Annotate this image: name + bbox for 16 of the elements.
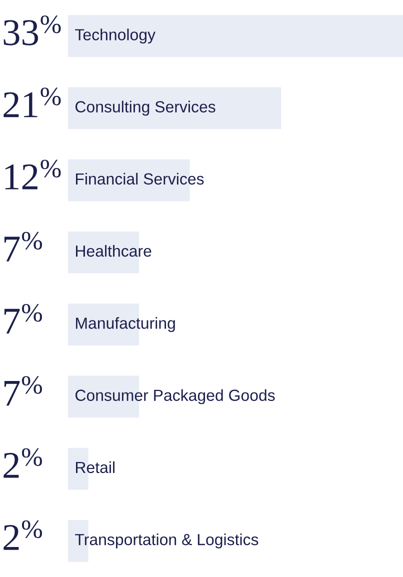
y-tick-label: Healthcare bbox=[76, 244, 152, 257]
y-tick-label: Technology bbox=[75, 28, 156, 44]
y-tick-label: Financial Services bbox=[76, 172, 204, 185]
y-tick-label: Consulting Services bbox=[76, 100, 216, 116]
data-label: 33$^{%}$ bbox=[4, 15, 61, 46]
y-tick-label: Manufacturing bbox=[76, 317, 175, 332]
data-label: 7$^{%}$ bbox=[4, 304, 42, 334]
y-tick-label: Transportation & Logistics bbox=[75, 533, 258, 548]
y-tick-label: Consumer Packaged Goods bbox=[76, 389, 275, 404]
data-label: 21$^{%}$ bbox=[4, 88, 61, 118]
data-label: 7$^{%}$ bbox=[4, 376, 42, 406]
data-label: 7$^{%}$ bbox=[4, 232, 42, 262]
data-label: 2$^{%}$ bbox=[4, 520, 42, 550]
y-tick-label: Retail bbox=[76, 461, 114, 474]
data-label: 2$^{%}$ bbox=[4, 448, 42, 478]
data-label: 12$^{%}$ bbox=[5, 160, 61, 190]
